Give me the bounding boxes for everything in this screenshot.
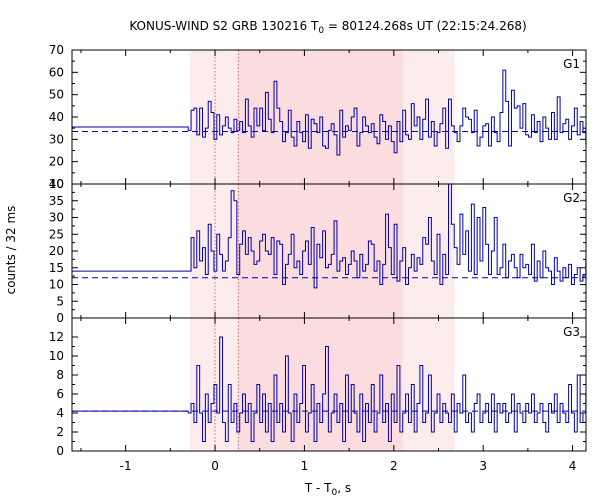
x-tick-label: 0 [211, 459, 219, 473]
g2-y-tick-label: 5 [56, 294, 64, 308]
g1-y-tick-label: 40 [49, 110, 64, 124]
g1-y-tick-label: 30 [49, 132, 64, 146]
g2-y-tick-label: 30 [49, 211, 64, 225]
x-tick-label: 1 [301, 459, 309, 473]
x-tick-label: 3 [479, 459, 487, 473]
g1-y-tick-label: 10 [49, 177, 64, 191]
g3-y-tick-label: 0 [56, 444, 64, 458]
g2-y-tick-label: 0 [56, 311, 64, 325]
g3-y-tick-label: 2 [56, 425, 64, 439]
x-tick-label: -1 [120, 459, 132, 473]
g3-count-series [72, 336, 587, 442]
g1-panel-label: G1 [563, 57, 580, 71]
g3-y-tick-label: 8 [56, 368, 64, 382]
x-tick-label: 2 [390, 459, 398, 473]
g3-y-tick-label: 6 [56, 387, 64, 401]
g2-y-tick-label: 10 [49, 278, 64, 292]
g2-panel-label: G2 [563, 191, 580, 205]
series-layer [72, 69, 587, 442]
tick-layer: 10203040506070G10510152025303540G2024681… [49, 43, 586, 473]
g1-y-tick-label: 50 [49, 88, 64, 102]
g2-y-tick-label: 20 [49, 244, 64, 258]
g2-count-series [72, 183, 587, 289]
g2-y-tick-label: 25 [49, 227, 64, 241]
g2-y-tick-label: 15 [49, 261, 64, 275]
x-tick-label: 4 [569, 459, 577, 473]
x-axis-label: T - T0, s [304, 481, 351, 498]
y-axis-label: counts / 32 ms [4, 206, 18, 295]
g1-y-tick-label: 20 [49, 155, 64, 169]
g3-y-tick-label: 12 [49, 330, 64, 344]
g2-y-tick-label: 35 [49, 194, 64, 208]
g1-y-tick-label: 70 [49, 43, 64, 57]
g3-y-tick-label: 4 [56, 406, 64, 420]
chart-title: KONUS-WIND S2 GRB 130216 T0 = 80124.268s… [129, 19, 526, 36]
g3-y-tick-label: 10 [49, 349, 64, 363]
g3-panel-label: G3 [563, 325, 580, 339]
g1-y-tick-label: 60 [49, 65, 64, 79]
g2-y-tick-label: 40 [49, 177, 64, 191]
g1-count-series [72, 69, 587, 156]
